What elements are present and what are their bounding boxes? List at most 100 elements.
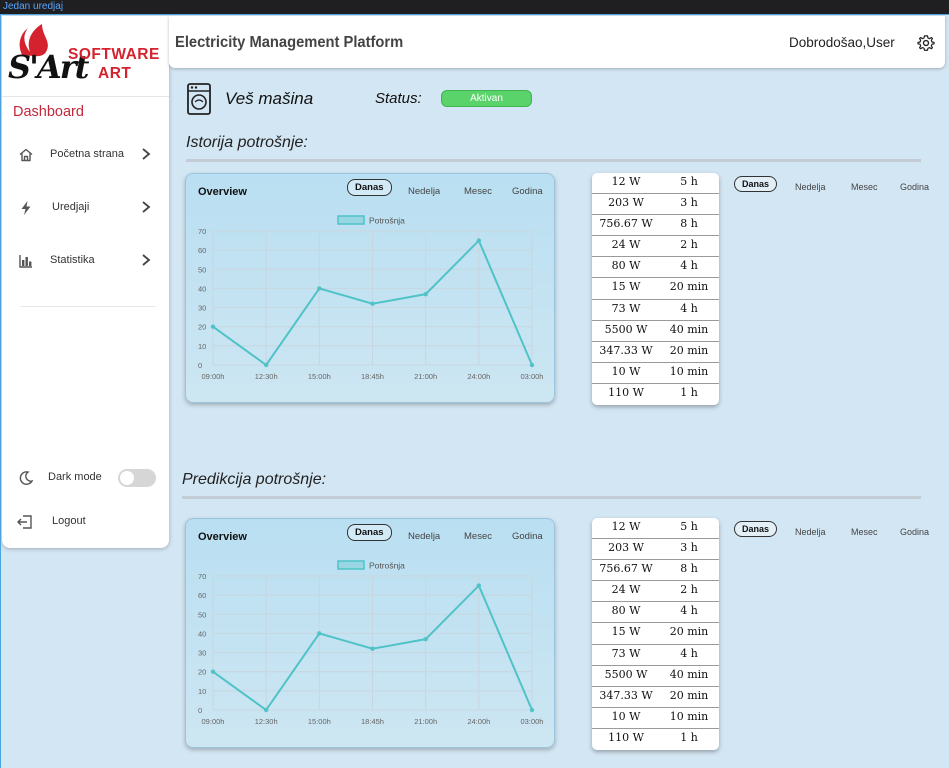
x-tick-label: 12:30h — [255, 717, 278, 726]
prediction-filter-mesec[interactable]: Mesec — [851, 527, 878, 537]
bolt-icon — [21, 201, 31, 215]
power-cell: 73 W — [611, 646, 641, 660]
power-cell: 10 W — [611, 364, 641, 378]
y-tick-label: 60 — [198, 246, 206, 255]
duration-cell: 20 min — [669, 343, 709, 357]
legend-swatch — [337, 215, 365, 225]
device-name: Veš mašina — [225, 89, 314, 108]
duration-cell: 4 h — [680, 604, 698, 618]
history-section-title: Istorija potrošnje: — [186, 134, 308, 151]
logout-button[interactable]: Logout — [2, 510, 169, 534]
data-point — [263, 707, 269, 713]
duration-cell: 40 min — [669, 667, 709, 681]
y-tick-label: 10 — [198, 342, 206, 351]
logo: S'Art SOFTWARE ART — [6, 22, 166, 94]
power-cell: 24 W — [611, 238, 641, 252]
prediction-table: 12 W 5 h 203 W 3 h 756.67 W 8 h 24 W 2 h 80 W 4 h… — [592, 518, 719, 751]
sidebar-item-label: Uredjaji — [52, 201, 90, 213]
power-cell: 5500 W — [604, 667, 648, 681]
duration-cell: 5 h — [680, 520, 698, 533]
history-filter-danas[interactable]: Danas — [734, 176, 778, 192]
y-tick-label: 60 — [198, 591, 206, 600]
data-point — [370, 301, 375, 306]
welcome-text: Dobrodošao,User — [789, 35, 895, 50]
chart-tab-nedelja[interactable]: Nedelja — [408, 531, 441, 542]
chart-card-title: Overview — [198, 531, 247, 543]
data-point — [317, 631, 322, 636]
flame-icon — [19, 24, 48, 58]
power-cell: 203 W — [608, 196, 644, 210]
dark-mode-toggle[interactable] — [118, 469, 156, 487]
moon-icon — [19, 471, 34, 485]
legend-swatch — [337, 560, 365, 570]
prediction-chart-card: Overview Danas Nedelja Mesec Godina Potr… — [185, 518, 555, 748]
table-row: 110 W 1 h — [592, 729, 719, 750]
data-point — [210, 669, 216, 674]
duration-cell: 4 h — [680, 301, 698, 315]
chart-tab-godina[interactable]: Godina — [512, 531, 543, 542]
table-row: 73 W 4 h — [592, 300, 719, 321]
chart-card-title: Overview — [198, 186, 247, 198]
table-row: 10 W 10 min — [592, 363, 719, 384]
chart-tab-mesec[interactable]: Mesec — [464, 531, 492, 542]
history-filter-godina[interactable]: Godina — [900, 182, 930, 192]
dark-mode-label: Dark mode — [48, 471, 102, 483]
power-cell: 203 W — [608, 541, 644, 555]
x-tick-label: 15:00h — [308, 717, 331, 726]
page-title: Electricity Management Platform — [175, 34, 404, 51]
sidebar-item-label: Početna strana — [50, 148, 124, 160]
legend-label: Potrošnja — [369, 216, 405, 226]
prediction-filter-nedelja[interactable]: Nedelja — [795, 527, 826, 537]
chart-tab-mesec[interactable]: Mesec — [464, 186, 492, 197]
chart-tab-danas[interactable]: Danas — [347, 179, 392, 196]
y-tick-label: 30 — [198, 304, 206, 313]
table-row: 5500 W 40 min — [592, 321, 719, 342]
toggle-knob — [120, 471, 134, 485]
chart-tab-danas[interactable]: Danas — [347, 524, 392, 541]
logo-text-line2: ART — [98, 65, 132, 82]
power-cell: 5500 W — [604, 322, 648, 336]
history-filter-mesec[interactable]: Mesec — [851, 182, 878, 192]
power-cell: 756.67 W — [599, 562, 653, 576]
history-section-divider — [186, 159, 921, 162]
x-tick-label: 12:30h — [255, 372, 278, 381]
history-line-chart: Potrošnja 0 10 20 30 40 50 60 70 09:00h 12:30h 15:0… — [198, 215, 543, 381]
chart-tab-nedelja[interactable]: Nedelja — [408, 186, 441, 197]
chart-tab-godina[interactable]: Godina — [512, 186, 543, 197]
washing-machine-icon — [187, 83, 211, 115]
power-cell: 80 W — [611, 604, 641, 618]
table-row: 5500 W 40 min — [592, 666, 719, 687]
home-icon — [19, 148, 33, 162]
table-row: 12 W 5 h — [592, 518, 719, 540]
app-root: S'Art SOFTWARE ART Dashboard Početna str… — [0, 14, 949, 768]
power-cell: 80 W — [611, 259, 641, 273]
duration-cell: 5 h — [680, 175, 698, 188]
duration-cell: 20 min — [669, 280, 709, 294]
sidebar-item-devices[interactable]: Uredjaji — [2, 191, 169, 225]
table-row: 347.33 W 20 min — [592, 687, 719, 708]
sidebar-item-home[interactable]: Početna strana — [2, 138, 169, 172]
gear-icon[interactable] — [917, 34, 935, 52]
power-cell: 347.33 W — [599, 688, 653, 702]
power-cell: 12 W — [611, 175, 641, 188]
duration-cell: 3 h — [680, 196, 698, 210]
prediction-filter-danas[interactable]: Danas — [734, 521, 778, 537]
power-cell: 15 W — [611, 625, 641, 639]
x-tick-label: 18:45h — [361, 717, 384, 726]
power-cell: 10 W — [611, 709, 641, 723]
sidebar-item-statistics[interactable]: Statistika — [2, 244, 169, 278]
window-title: Jedan uredjaj — [3, 1, 64, 12]
logo-text-line1: SOFTWARE — [68, 46, 160, 63]
chevron-right-icon — [142, 254, 151, 266]
duration-cell: 10 min — [669, 364, 709, 378]
power-cell: 73 W — [611, 301, 641, 315]
data-point — [529, 362, 535, 368]
power-cell: 110 W — [608, 385, 644, 399]
y-tick-label: 70 — [198, 572, 206, 581]
logo-mark: S'Art — [8, 48, 89, 86]
duration-cell: 8 h — [680, 562, 698, 576]
table-row: 80 W 4 h — [592, 257, 719, 279]
history-filter-nedelja[interactable]: Nedelja — [795, 182, 826, 192]
prediction-filter-godina[interactable]: Godina — [900, 527, 930, 537]
data-point — [317, 286, 322, 291]
